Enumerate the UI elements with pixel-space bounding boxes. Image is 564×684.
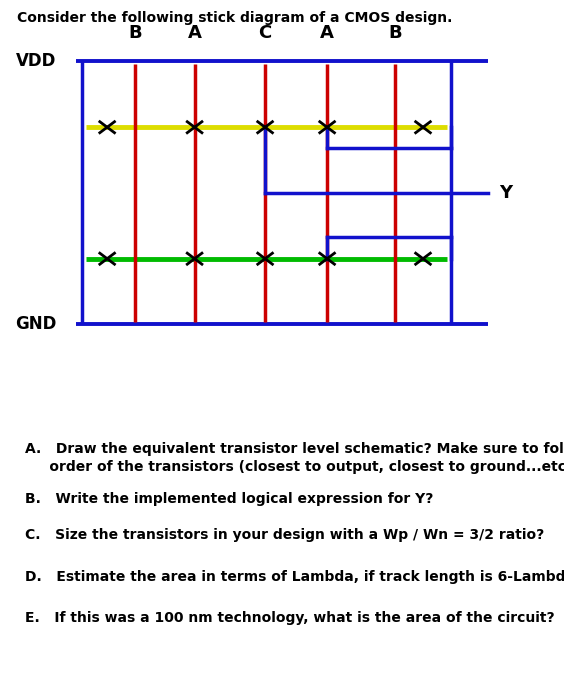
Text: GND: GND	[15, 315, 56, 333]
Text: A.   Draw the equivalent transistor level schematic? Make sure to follow the rig: A. Draw the equivalent transistor level …	[25, 443, 564, 473]
Text: E.   If this was a 100 nm technology, what is the area of the circuit?: E. If this was a 100 nm technology, what…	[25, 611, 555, 625]
Text: B.   Write the implemented logical expression for Y?: B. Write the implemented logical express…	[25, 492, 434, 505]
Text: C: C	[258, 25, 272, 42]
Text: Y: Y	[499, 184, 512, 202]
Text: A: A	[320, 25, 334, 42]
Text: C.   Size the transistors in your design with a Wp / Wn = 3/2 ratio?: C. Size the transistors in your design w…	[25, 528, 545, 542]
Text: D.   Estimate the area in terms of Lambda, if track length is 6-Lambda?: D. Estimate the area in terms of Lambda,…	[25, 570, 564, 583]
Text: A: A	[188, 25, 201, 42]
Text: VDD: VDD	[16, 53, 56, 70]
Text: B: B	[129, 25, 142, 42]
Text: Consider the following stick diagram of a CMOS design.: Consider the following stick diagram of …	[17, 11, 452, 25]
Text: B: B	[388, 25, 402, 42]
